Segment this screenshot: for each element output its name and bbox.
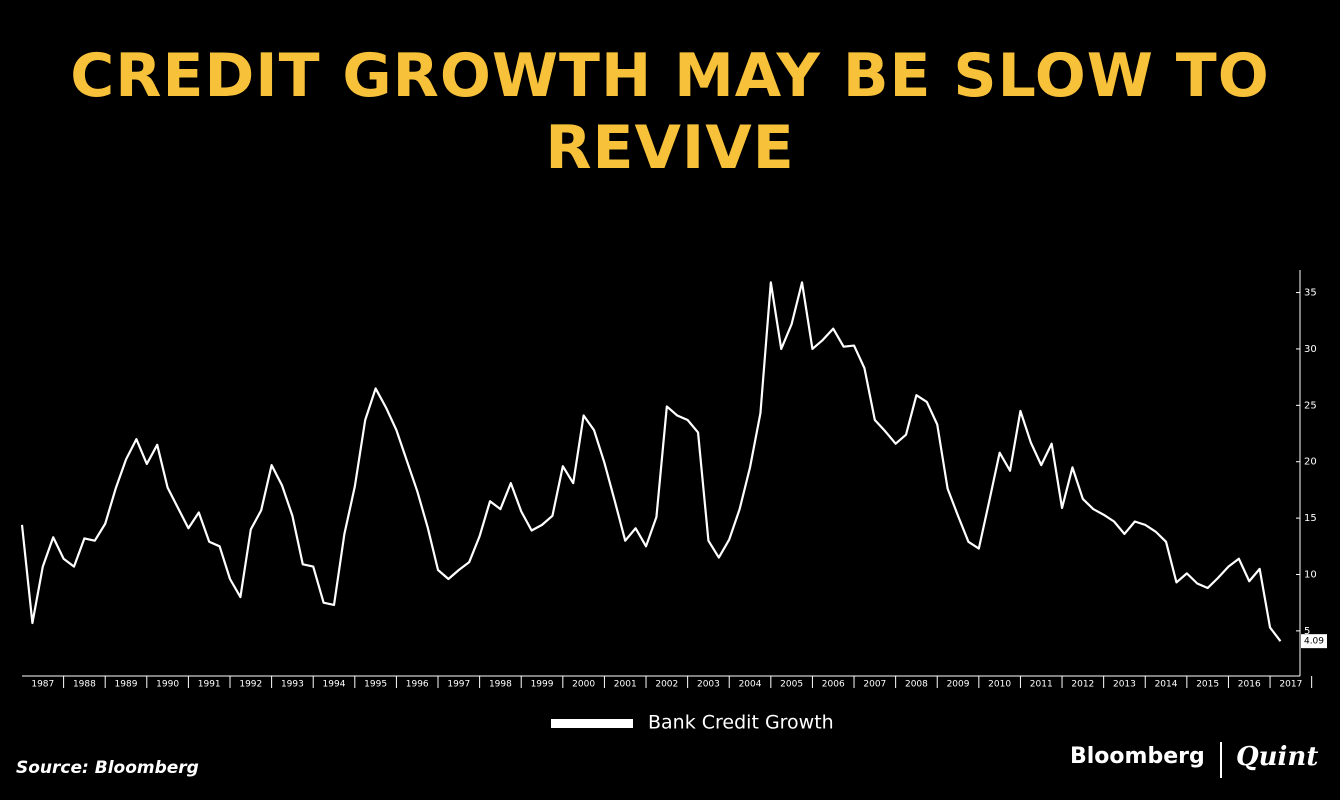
x-tick-label: 2004: [739, 680, 762, 690]
x-tick-label: 2007: [863, 680, 886, 690]
x-tick-label: 1995: [364, 680, 387, 690]
brand: Bloomberg: [1070, 744, 1205, 769]
y-tick-label: 10: [1304, 570, 1317, 581]
x-tick-label: 1988: [73, 680, 96, 690]
legend-label: Bank Credit Growth: [648, 712, 834, 734]
x-tick-label: 2006: [822, 680, 845, 690]
separator: [1220, 742, 1222, 778]
x-tick-label: 1987: [31, 680, 54, 690]
x-tick-label: 1999: [531, 680, 554, 690]
y-tick-label: 25: [1304, 400, 1317, 411]
source: Source: Bloomberg: [16, 758, 199, 778]
x-tick-label: 1996: [406, 680, 429, 690]
title: CREDIT GROWTH MAY BE SLOW TO REVIVE: [70, 41, 1270, 183]
last-value-label: 4.09: [1304, 637, 1324, 647]
x-tick-label: 2016: [1238, 680, 1261, 690]
x-tick-label: 2008: [905, 680, 928, 690]
data-line: [20, 281, 1282, 642]
x-tick-label: 2000: [572, 680, 595, 690]
x-tick-label: 1989: [115, 680, 138, 690]
x-tick-label: 2005: [780, 680, 803, 690]
x-tick-label: 2010: [988, 680, 1011, 690]
x-tick-label: 1997: [447, 680, 470, 690]
y-tick-label: 30: [1304, 344, 1317, 355]
x-tick-label: 1994: [323, 680, 346, 690]
x-tick-label: 2014: [1155, 680, 1178, 690]
brand: Quint: [1236, 742, 1319, 772]
x-tick-label: 2013: [1113, 680, 1136, 690]
x-tick-label: 2017: [1279, 680, 1302, 690]
x-tick-label: 2002: [655, 680, 678, 690]
x-tick-label: 1990: [156, 680, 179, 690]
y-tick-label: 35: [1304, 288, 1317, 299]
x-tick-label: 2001: [614, 680, 637, 690]
x-tick-label: 2009: [947, 680, 970, 690]
last-value-box: [1301, 634, 1327, 649]
x-tick-label: 1993: [281, 680, 304, 690]
x-tick-label: 2015: [1196, 680, 1219, 690]
x-tick-label: 1992: [239, 680, 262, 690]
x-tick-label: 2011: [1030, 680, 1053, 690]
y-tick-label: 15: [1304, 513, 1317, 524]
x-tick-label: 1998: [489, 680, 512, 690]
x-tick-label: 2012: [1071, 680, 1094, 690]
x-tick-label: 1991: [198, 680, 221, 690]
x-tick-label: 2003: [697, 680, 720, 690]
y-tick-label: 5: [1304, 626, 1310, 637]
legend-swatch: [551, 719, 633, 728]
y-tick-label: 20: [1304, 457, 1317, 468]
